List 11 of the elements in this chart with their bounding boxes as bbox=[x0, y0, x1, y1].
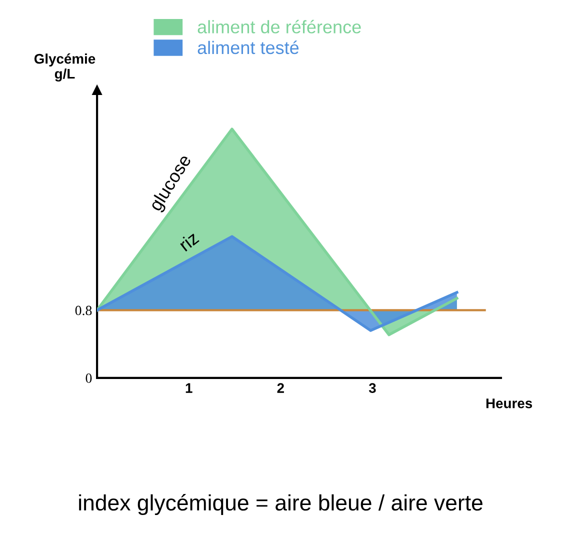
legend-label: aliment de référence bbox=[198, 20, 361, 34]
x-tick-label: 3 bbox=[368, 383, 376, 394]
annotation: riz bbox=[178, 230, 200, 252]
x-axis-title: Heures bbox=[486, 398, 532, 408]
y-tick-label: 0 bbox=[86, 374, 92, 383]
y-axis-title: Glycémie g/L bbox=[34, 53, 96, 82]
x-tick-label: 2 bbox=[277, 383, 284, 393]
x-tick-label: 1 bbox=[186, 383, 192, 393]
legend-label: aliment testé bbox=[198, 40, 299, 54]
y-tick-label: 0.8 bbox=[75, 306, 92, 316]
text: index glycémique = aire bleue / aire verte bbox=[79, 494, 482, 516]
